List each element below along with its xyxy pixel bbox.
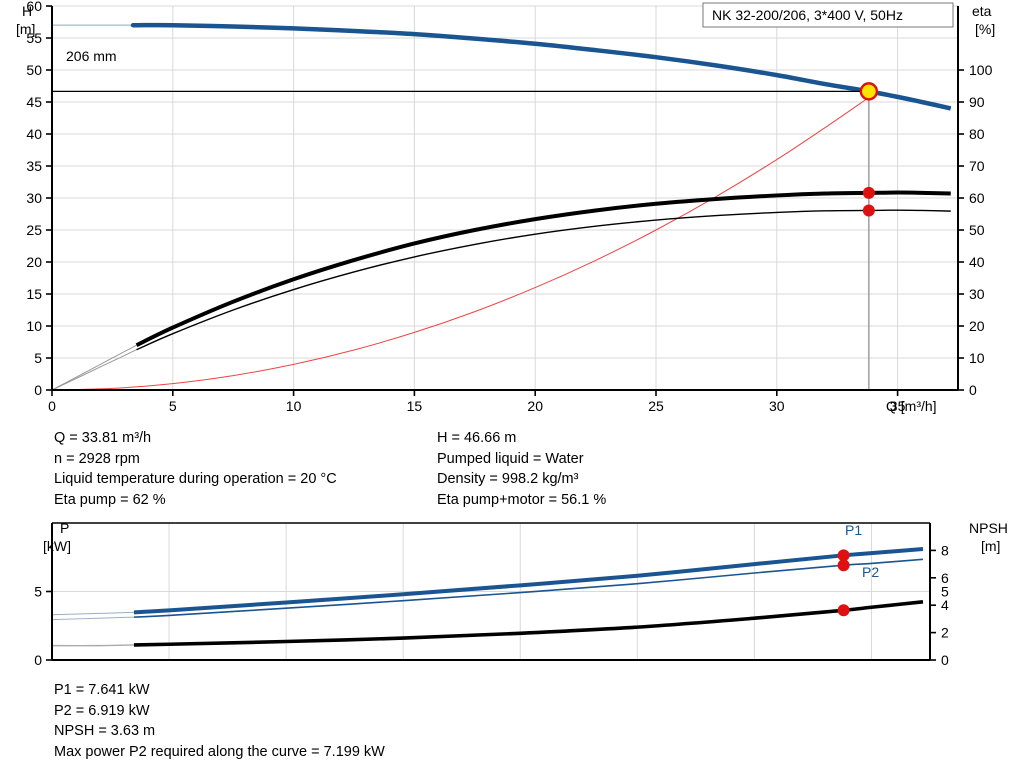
svg-text:30: 30 (26, 190, 42, 206)
svg-text:5: 5 (169, 398, 177, 414)
head-axis-title-line1: H (22, 3, 32, 19)
svg-text:40: 40 (26, 126, 42, 142)
p1-curve-label: P1 (845, 522, 862, 538)
info-eta-pump-motor: Eta pump+motor = 56.1 % (437, 491, 607, 508)
svg-text:25: 25 (26, 222, 42, 238)
svg-text:15: 15 (407, 398, 423, 414)
head-efficiency-chart: 0510152025303540455055600102030405060708… (16, 0, 995, 414)
svg-text:100: 100 (969, 62, 993, 78)
svg-text:90: 90 (969, 94, 985, 110)
svg-text:10: 10 (26, 318, 42, 334)
eta-axis-title-line1: eta (972, 3, 992, 19)
npsh-axis-title-line1: NPSH (969, 520, 1008, 536)
top-chart-axes (46, 5, 964, 396)
bottom-chart-axes (46, 522, 936, 661)
operating-info-right: H = 46.66 m Pumped liquid = Water Densit… (437, 428, 606, 510)
svg-text:0: 0 (34, 382, 42, 398)
svg-text:5: 5 (34, 584, 42, 600)
head-axis-title-line2: [m] (16, 21, 35, 37)
operating-info-left: Q = 33.81 m³/h n = 2928 rpm Liquid tempe… (54, 428, 337, 510)
top-chart-tick-labels: 0510152025303540455055600102030405060708… (26, 0, 992, 414)
info-flow: Q = 33.81 m³/h (54, 430, 152, 446)
svg-text:25: 25 (648, 398, 664, 414)
svg-text:10: 10 (286, 398, 302, 414)
eta-axis-title-line2: [%] (975, 21, 995, 37)
svg-text:0: 0 (969, 382, 977, 398)
svg-text:8: 8 (941, 542, 949, 558)
info-density: Density = 998.2 kg/m³ (437, 471, 579, 487)
svg-text:30: 30 (769, 398, 785, 414)
svg-text:6: 6 (941, 570, 949, 586)
info-pumped-liquid: Pumped liquid = Water (437, 450, 584, 467)
svg-text:5: 5 (941, 584, 949, 600)
info-liquid-temperature: Liquid temperature during operation = 20… (54, 471, 337, 487)
svg-text:50: 50 (969, 222, 985, 238)
svg-text:40: 40 (969, 254, 985, 270)
info-npsh: NPSH = 3.63 m (54, 723, 156, 739)
npsh-axis-title-line2: [m] (981, 538, 1000, 554)
legend-title: NK 32-200/206, 3*400 V, 50Hz (712, 7, 903, 23)
svg-text:80: 80 (969, 126, 985, 142)
svg-text:0: 0 (48, 398, 56, 414)
top-chart-curves (51, 22, 952, 391)
chart-legend-box: NK 32-200/206, 3*400 V, 50Hz (702, 2, 954, 28)
svg-text:20: 20 (527, 398, 543, 414)
flow-axis-title: Q [m³/h] (886, 398, 937, 414)
info-speed: n = 2928 rpm (54, 450, 140, 467)
svg-text:5: 5 (34, 350, 42, 366)
svg-text:45: 45 (26, 94, 42, 110)
svg-text:55: 55 (26, 30, 42, 46)
svg-text:4: 4 (941, 597, 949, 613)
info-max-power: Max power P2 required along the curve = … (54, 743, 385, 760)
info-p2: P2 = 6.919 kW (54, 702, 150, 719)
svg-text:2: 2 (941, 625, 949, 641)
svg-text:35: 35 (26, 158, 42, 174)
svg-text:70: 70 (969, 158, 985, 174)
svg-text:50: 50 (26, 62, 42, 78)
svg-text:0: 0 (34, 652, 42, 668)
svg-text:30: 30 (969, 286, 985, 302)
top-chart-gridlines (52, 5, 958, 391)
svg-text:60: 60 (26, 0, 42, 14)
svg-text:0: 0 (941, 652, 949, 668)
svg-text:60: 60 (969, 190, 985, 206)
svg-text:20: 20 (26, 254, 42, 270)
p2-curve-label: P2 (862, 564, 879, 580)
info-p1: P1 = 7.641 kW (54, 682, 150, 698)
info-eta-pump: Eta pump = 62 % (54, 491, 166, 508)
info-head: H = 46.66 m (437, 430, 517, 446)
power-axis-title-line1: P (60, 520, 69, 536)
bottom-chart-curves (51, 547, 924, 647)
svg-text:15: 15 (26, 286, 42, 302)
power-npsh-chart: 0 5 0 2 4 6 8 5 P [kW] NPSH [m] P1 P2 (34, 520, 1008, 668)
impeller-diameter-label: 206 mm (66, 48, 117, 64)
svg-text:10: 10 (969, 350, 985, 366)
bottom-chart-tick-labels: 0 5 0 2 4 6 8 5 (34, 542, 949, 668)
bottom-chart-gridlines (52, 523, 930, 661)
power-axis-title-line2: [kW] (43, 538, 71, 554)
svg-text:35: 35 (890, 398, 906, 414)
power-info-block: P1 = 7.641 kW P2 = 6.919 kW NPSH = 3.63 … (54, 680, 385, 762)
svg-text:20: 20 (969, 318, 985, 334)
